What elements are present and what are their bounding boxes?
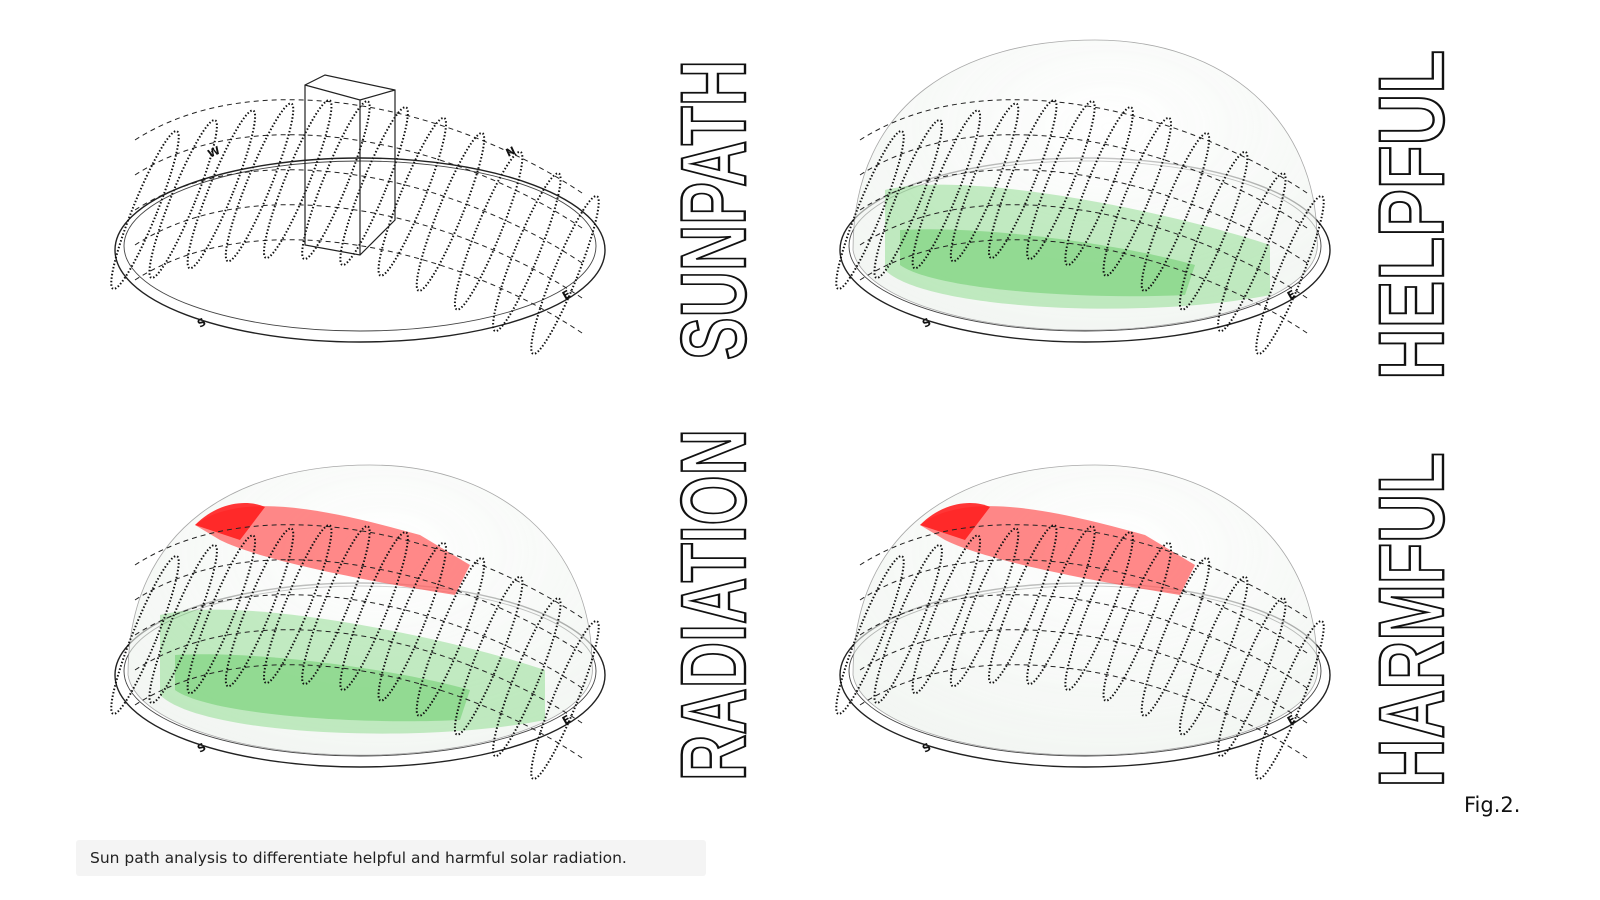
building: [304, 74, 396, 256]
harmful-zone-core: [195, 502, 265, 540]
panel-title: RADIATION: [663, 429, 765, 781]
dome: [852, 39, 1318, 331]
analemma: [377, 116, 448, 277]
helpful-zone: [160, 609, 545, 734]
caption: Sun path analysis to differentiate helpf…: [90, 849, 627, 867]
sunpath-panel: W NSE: [110, 74, 606, 355]
sunpath-panel: SE: [835, 464, 1331, 780]
analemma: [415, 556, 486, 717]
panel-title: HARMFUL: [1361, 453, 1463, 788]
analemma: [492, 172, 562, 333]
panel-title: HELPFUL: [1361, 50, 1463, 380]
sunpath-panel: SE: [110, 464, 606, 780]
analemma: [148, 119, 218, 279]
analemma: [377, 541, 448, 702]
analemma: [339, 531, 409, 692]
compass-label: N: [504, 144, 518, 160]
analemma: [148, 544, 218, 704]
analemma: [835, 555, 905, 715]
analemma: [110, 130, 180, 290]
sunpath-panel: SE: [835, 39, 1331, 355]
helpful-zone: [885, 184, 1270, 309]
analemma: [492, 597, 562, 758]
analemma: [1255, 620, 1325, 780]
analemma: [1217, 597, 1287, 758]
analemma: [110, 555, 180, 715]
analemma: [1102, 541, 1173, 702]
dome: [852, 464, 1318, 756]
harmful-zone: [195, 506, 470, 595]
harmful-zone: [920, 506, 1195, 595]
harmful-zone-core: [920, 502, 990, 540]
analemma: [1102, 116, 1173, 277]
analemma: [1026, 525, 1096, 686]
panel-title: SUNPATH: [663, 60, 765, 360]
analemma: [1217, 172, 1287, 333]
analemma: [224, 102, 295, 263]
figure-label: Fig.2.: [1464, 793, 1521, 817]
analemma: [530, 620, 600, 780]
compass-label: W: [206, 144, 222, 161]
analemma: [339, 106, 409, 267]
helpful-zone-core: [175, 654, 470, 722]
analemma: [415, 131, 486, 292]
helpful-zone-core: [900, 229, 1195, 297]
analemma: [1026, 100, 1096, 261]
caption-box: Sun path analysis to differentiate helpf…: [76, 840, 706, 876]
analemma: [186, 109, 257, 270]
